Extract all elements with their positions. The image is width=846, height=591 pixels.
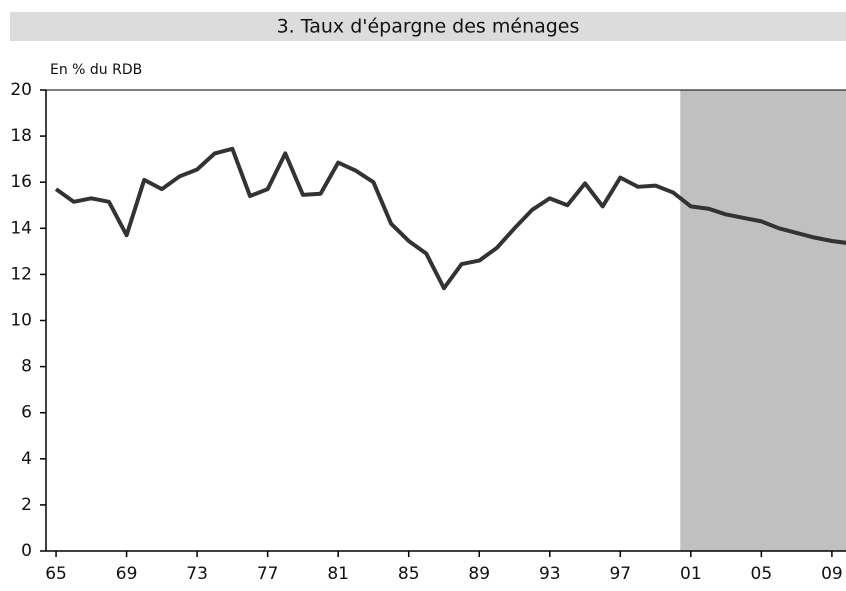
x-tick-label: 93	[539, 564, 561, 584]
y-tick-label: 4	[21, 449, 32, 469]
y-tick-label: 0	[21, 541, 32, 561]
x-tick-label: 05	[751, 564, 773, 584]
x-tick-label: 73	[186, 564, 208, 584]
x-tick-label: 09	[821, 564, 843, 584]
x-tick-label: 65	[45, 564, 67, 584]
x-tick-label: 81	[327, 564, 349, 584]
x-tick-label: 89	[468, 564, 490, 584]
y-tick-label: 14	[10, 218, 32, 238]
x-tick-label: 97	[609, 564, 631, 584]
plot: 0 2 4 6 8 10 12 14 16 18 20 65 69 73 77 81 85 89 93 97 01 05 0…	[10, 80, 846, 584]
chart-title: 3. Taux d'épargne des ménages	[277, 16, 580, 38]
y-tick-label: 12	[10, 264, 32, 284]
y-tick-label: 18	[10, 126, 32, 146]
forecast-shade	[680, 90, 846, 551]
y-tick-label: 8	[21, 357, 32, 377]
y-tick-label: 2	[21, 495, 32, 515]
data-line	[54, 146, 846, 291]
y-tick-label: 6	[21, 403, 32, 423]
x-tick-label: 85	[398, 564, 420, 584]
y-tick-label: 10	[10, 311, 32, 331]
y-tick-label: 16	[10, 172, 32, 192]
x-tick-label: 77	[257, 564, 279, 584]
y-tick-label: 20	[10, 80, 32, 100]
x-tick-label: 69	[116, 564, 138, 584]
x-tick-label: 01	[680, 564, 702, 584]
y-axis-label: En % du RDB	[50, 62, 142, 78]
title-bar	[10, 12, 846, 41]
